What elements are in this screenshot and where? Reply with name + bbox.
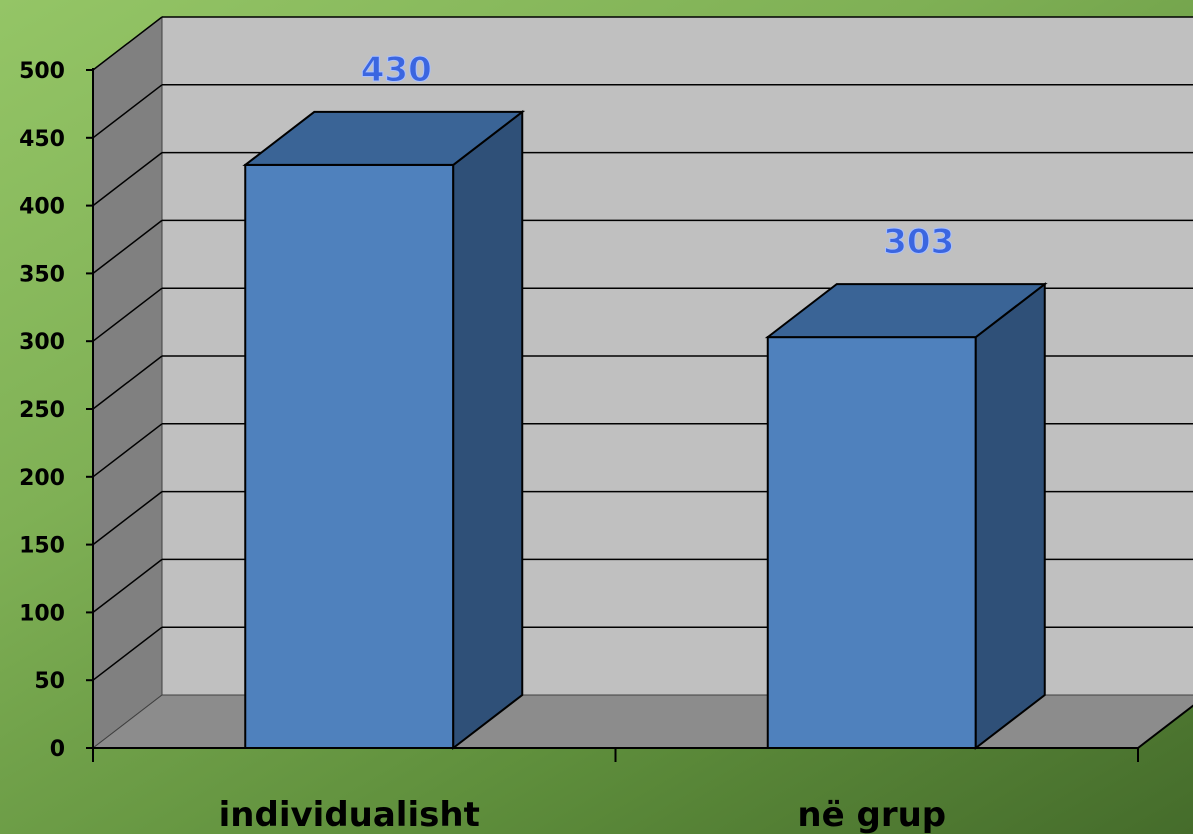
data-label: 303 bbox=[883, 222, 954, 262]
y-tick-label: 450 bbox=[19, 127, 65, 152]
bar-front-0 bbox=[244, 163, 455, 750]
gridline-side bbox=[92, 491, 163, 546]
data-labels: 430 303 bbox=[360, 49, 954, 262]
y-tick-label: 350 bbox=[19, 262, 65, 287]
category-labels: individualisht në grup bbox=[219, 795, 946, 834]
data-label: 430 bbox=[361, 50, 432, 90]
gridline-side bbox=[92, 219, 163, 274]
category-label: në grup bbox=[797, 795, 946, 834]
category-label: individualisht bbox=[219, 795, 480, 834]
gridline-side bbox=[92, 355, 163, 410]
y-tick-label: 500 bbox=[19, 59, 65, 84]
gridline-side bbox=[92, 16, 163, 71]
bar-front-1 bbox=[766, 336, 977, 749]
bar-side-0 bbox=[452, 109, 524, 751]
y-tick-labels: 0 50 100 150 200 250 300 350 400 450 500 bbox=[19, 59, 65, 762]
gridline-side bbox=[92, 423, 163, 478]
gridline-side bbox=[92, 558, 163, 613]
y-tick-label: 150 bbox=[19, 534, 65, 559]
y-tick-label: 300 bbox=[19, 330, 65, 355]
gridline-side bbox=[92, 84, 163, 139]
y-tick-label: 100 bbox=[19, 601, 65, 626]
y-tick-label: 50 bbox=[34, 669, 65, 694]
bar-side-1 bbox=[974, 282, 1046, 751]
gridline-side bbox=[92, 152, 163, 207]
y-tick-label: 250 bbox=[19, 398, 65, 423]
bar-top-0 bbox=[242, 110, 526, 166]
gridline-side bbox=[92, 626, 163, 681]
y-tick-label: 200 bbox=[19, 466, 65, 491]
bar-top-1 bbox=[764, 283, 1048, 339]
floor-edge bbox=[1137, 704, 1193, 749]
gridline-side bbox=[92, 287, 163, 342]
y-tick-label: 400 bbox=[19, 195, 65, 220]
bars bbox=[242, 109, 1048, 751]
axes bbox=[86, 68, 1193, 762]
y-tick-label: 0 bbox=[50, 737, 65, 762]
